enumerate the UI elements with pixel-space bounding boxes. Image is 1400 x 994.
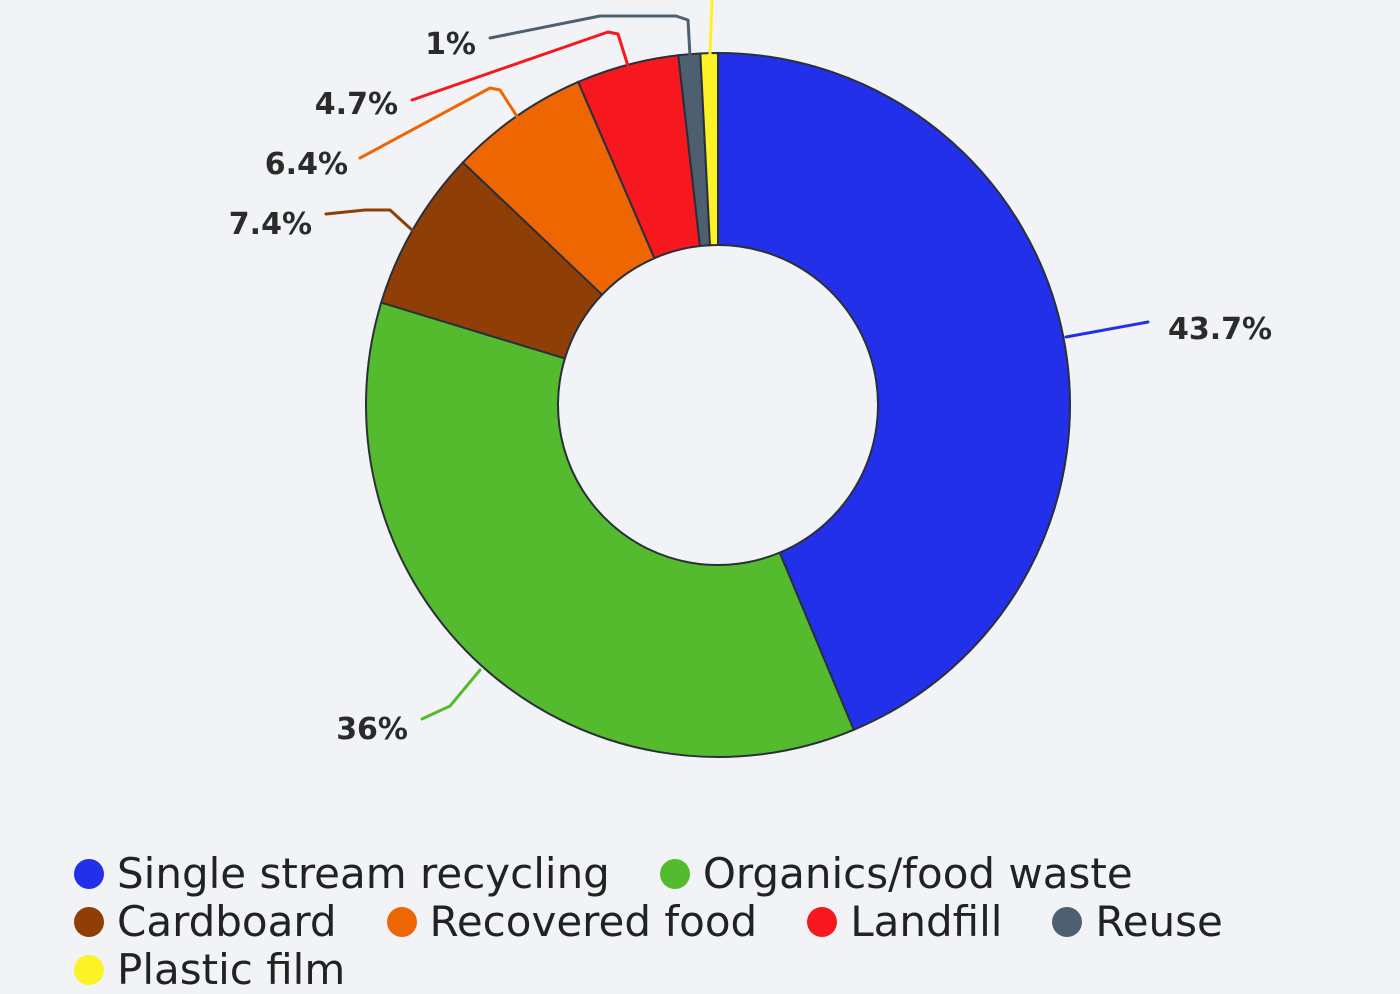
leader-line-single-stream-recycling	[1064, 320, 1150, 339]
legend-item-landfill[interactable]: Landfill	[807, 898, 1002, 946]
legend-dot-icon	[74, 955, 104, 985]
legend-dot-icon	[74, 907, 104, 937]
legend-dot-icon	[386, 907, 417, 937]
legend-label: Organics/food waste	[702, 849, 1133, 898]
leader-line-landfill	[410, 30, 630, 102]
data-label-single-stream-recycling: 43.7%	[1168, 312, 1272, 347]
data-labels: 43.7% 36% 7.4% 6.4% 4.7% 1%	[229, 27, 1272, 747]
legend-label: Reuse	[1095, 897, 1223, 946]
chart-legend: Single stream recycling Organics/food was…	[74, 850, 1394, 994]
leader-lines	[324, 0, 1150, 721]
data-label-organics-food-waste: 36%	[336, 712, 408, 747]
legend-item-organics-food-waste[interactable]: Organics/food waste	[659, 849, 1133, 898]
data-label-landfill: 4.7%	[315, 87, 398, 122]
leader-line-organics-food-waste	[420, 668, 482, 721]
legend-dot-icon	[1052, 907, 1083, 937]
legend-label: Recovered food	[429, 897, 758, 946]
data-label-reuse: 1%	[425, 27, 476, 62]
legend-item-reuse[interactable]: Reuse	[1052, 897, 1223, 946]
leader-line-reuse	[488, 14, 692, 58]
legend-item-single-stream-recycling[interactable]: Single stream recycling	[74, 850, 610, 898]
slice-organics-food-waste[interactable]	[365, 301, 856, 758]
donut-chart: 43.7% 36% 7.4% 6.4% 4.7% 1%	[229, 0, 1272, 758]
slice-single-stream-recycling[interactable]	[717, 51, 1071, 732]
data-label-recovered-food: 6.4%	[265, 147, 348, 182]
legend-dot-icon	[74, 859, 104, 889]
legend-item-plastic-film[interactable]: Plastic film	[74, 946, 345, 994]
legend-label: Plastic film	[117, 945, 346, 994]
leader-line-cardboard	[324, 208, 414, 232]
legend-label: Landfill	[850, 897, 1003, 946]
legend-dot-icon	[807, 907, 838, 937]
data-label-cardboard: 7.4%	[229, 207, 312, 242]
leader-line-plastic-film	[708, 0, 714, 57]
legend-label: Single stream recycling	[117, 849, 610, 898]
legend-item-cardboard[interactable]: Cardboard	[74, 898, 337, 946]
slice-plastic-film[interactable]	[699, 51, 719, 247]
legend-label: Cardboard	[117, 897, 337, 946]
legend-dot-icon	[659, 859, 690, 889]
legend-item-recovered-food[interactable]: Recovered food	[386, 897, 758, 946]
slices	[365, 51, 1071, 758]
leader-line-recovered-food	[358, 86, 520, 160]
